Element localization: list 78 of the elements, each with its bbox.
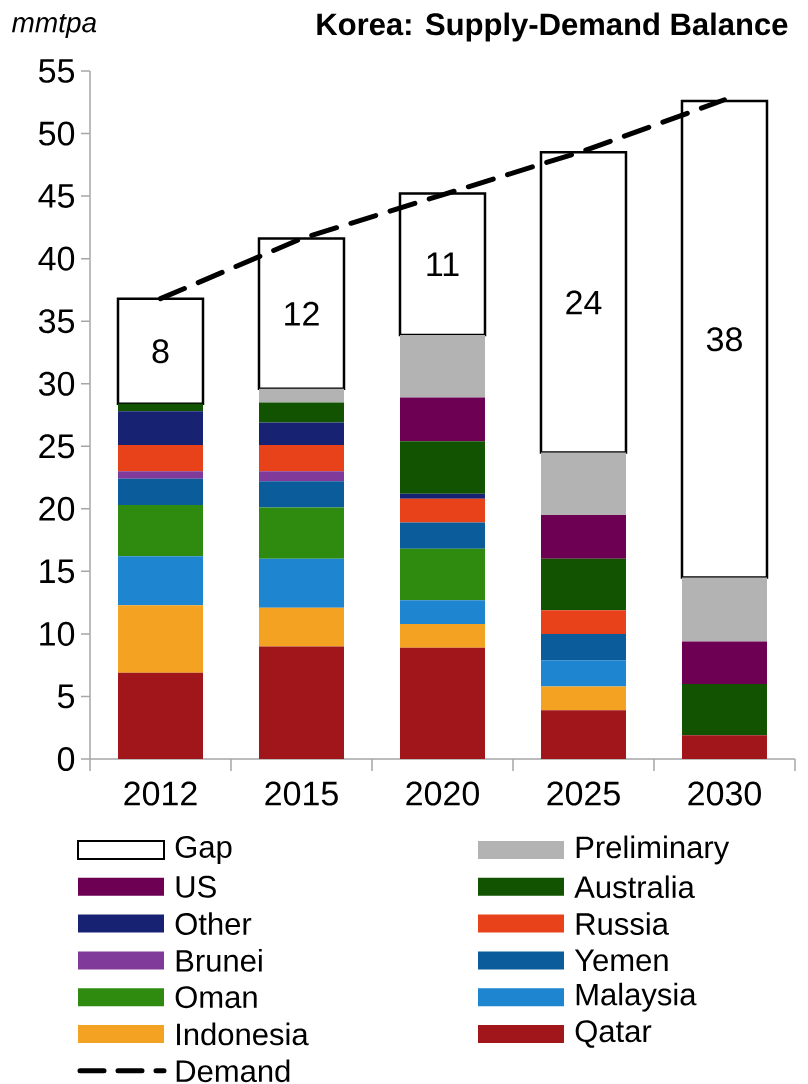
y-tick-label: 55 xyxy=(39,59,75,83)
bar xyxy=(258,445,344,472)
bar xyxy=(400,647,485,759)
bar xyxy=(258,388,344,403)
bar xyxy=(400,334,485,398)
y-tick-label: 25 xyxy=(39,434,75,459)
bar xyxy=(400,600,485,624)
legend-label: Qatar xyxy=(575,1020,652,1048)
bar xyxy=(118,471,203,479)
x-tick-label: 2020 xyxy=(406,781,479,806)
bar xyxy=(540,710,626,759)
legend-label: Oman xyxy=(175,986,257,1009)
bar xyxy=(400,441,485,494)
bar xyxy=(400,522,485,549)
legend-label: US xyxy=(176,875,216,898)
bar xyxy=(540,515,626,559)
bar xyxy=(540,610,626,634)
bar xyxy=(118,403,203,412)
bar xyxy=(681,683,767,736)
y-tick-label: 10 xyxy=(40,621,75,646)
x-tick-label: 2015 xyxy=(265,781,338,806)
bar xyxy=(400,493,485,499)
data-label: 24 xyxy=(566,290,602,315)
bar xyxy=(118,505,203,557)
y-tick-label: 40 xyxy=(38,246,75,271)
legend-label: Malaysia xyxy=(576,982,697,1012)
bar xyxy=(258,471,344,482)
bar xyxy=(400,548,485,601)
y-tick-label: 0 xyxy=(57,746,75,772)
bar xyxy=(258,507,344,559)
bar xyxy=(540,558,626,611)
legend-label: Preliminary xyxy=(576,835,730,865)
bar xyxy=(118,672,203,759)
legend-label: Brunei xyxy=(176,949,262,972)
bar xyxy=(681,641,767,684)
bar xyxy=(540,660,626,687)
bar xyxy=(258,402,344,423)
bar xyxy=(400,498,485,523)
legend-label: Indonesia xyxy=(177,1022,309,1046)
y-tick-label: 30 xyxy=(38,371,75,396)
data-label: 12 xyxy=(285,301,319,326)
data-label: 38 xyxy=(706,327,742,352)
bar xyxy=(681,577,767,642)
bar xyxy=(118,556,203,606)
y-tick-label: 45 xyxy=(38,184,75,208)
bar xyxy=(118,411,203,446)
bar xyxy=(400,397,485,442)
x-tick-label: 2012 xyxy=(124,781,197,806)
bar xyxy=(118,605,203,673)
legend-label: Yemen xyxy=(574,949,668,972)
y-tick-label: 35 xyxy=(38,309,75,334)
legend-label: Gap xyxy=(175,835,232,865)
bar xyxy=(118,445,203,472)
y-axis-title: mmtpa xyxy=(12,14,97,38)
bar xyxy=(258,607,344,647)
data-label: 11 xyxy=(427,252,459,276)
legend-label: Other xyxy=(175,912,252,935)
chart-title: Korea: Supply-Demand Balance xyxy=(317,12,788,42)
bar xyxy=(540,633,626,661)
bar xyxy=(681,735,767,759)
y-tick-label: 20 xyxy=(39,496,75,521)
bar xyxy=(258,481,344,508)
bar xyxy=(258,646,344,759)
data-label: 8 xyxy=(152,339,169,364)
bar xyxy=(258,422,344,446)
legend-label: Demand xyxy=(176,1059,290,1083)
legend-label: Russia xyxy=(576,912,669,935)
x-tick-label: 2025 xyxy=(547,781,620,806)
bar xyxy=(118,478,203,506)
legend-label: Australia xyxy=(574,875,695,899)
y-tick-label: 50 xyxy=(39,121,75,146)
x-tick-label: 2030 xyxy=(688,781,761,806)
y-tick-label: 5 xyxy=(57,684,75,709)
bar xyxy=(540,452,626,516)
y-tick-label: 15 xyxy=(40,559,75,584)
bar xyxy=(400,623,485,648)
bar xyxy=(540,686,626,711)
bar xyxy=(258,558,344,608)
